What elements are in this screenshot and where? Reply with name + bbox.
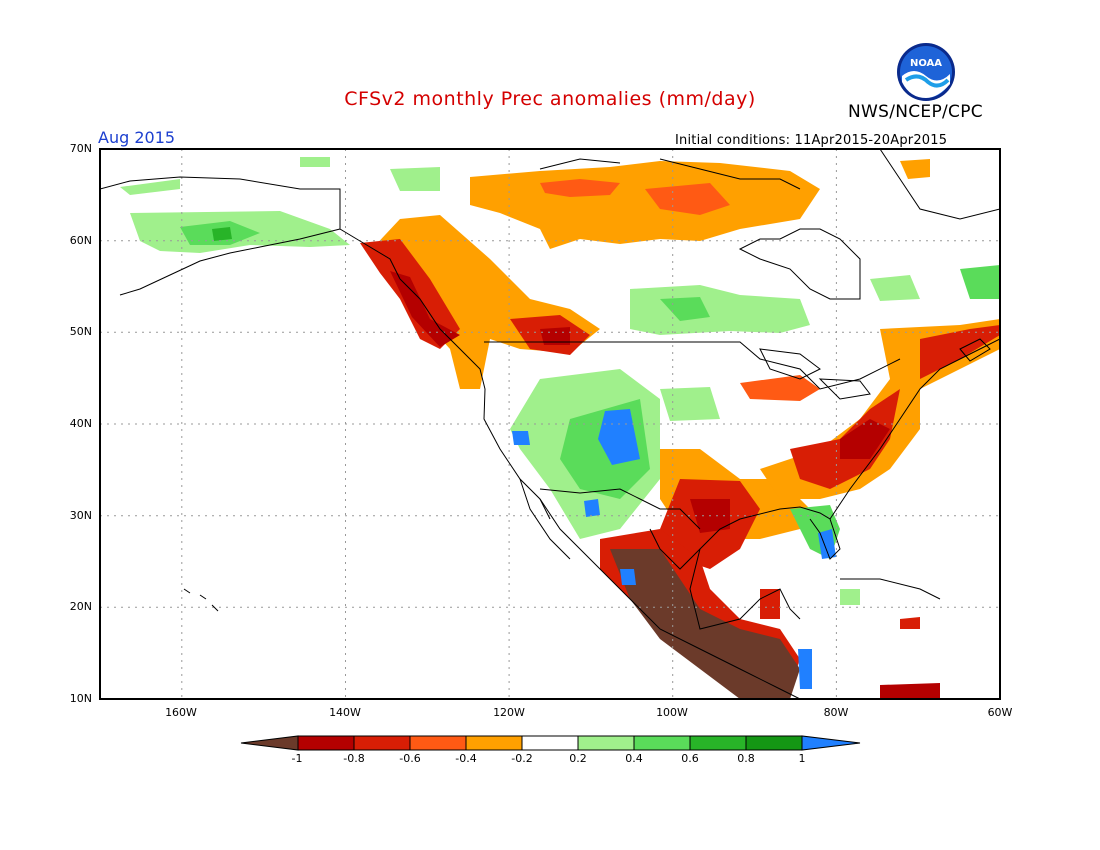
anomaly-patch (840, 589, 860, 605)
logo-text: NOAA (910, 58, 942, 69)
anomaly-patch (540, 179, 620, 197)
anomaly-patch (120, 179, 180, 195)
anomaly-patch (212, 227, 232, 241)
noaa-logo: NOAA (897, 43, 955, 101)
colorbar-label: -1 (291, 752, 303, 765)
colorbar-label: -0.8 (343, 752, 365, 765)
colorbar-label: 0.8 (737, 752, 755, 765)
anomaly-patch (610, 549, 800, 699)
colorbar (240, 735, 861, 751)
colorbar-swatch (745, 735, 803, 751)
colorbar-swatch (353, 735, 411, 751)
colorbar-swatch (577, 735, 635, 751)
colorbar-swatch (633, 735, 691, 751)
colorbar-swatch (689, 735, 747, 751)
colorbar-label: -0.2 (511, 752, 533, 765)
anomaly-patch (620, 569, 636, 585)
lon-label: 140W (329, 706, 361, 719)
colorbar-label: 0.6 (681, 752, 699, 765)
anomaly-patch (880, 683, 940, 699)
lat-label: 70N (69, 142, 92, 155)
precip-anomaly-map (99, 148, 1001, 700)
anomaly-patch (390, 167, 440, 191)
agency-label: NWS/NCEP/CPC (848, 102, 983, 122)
lon-label: 80W (823, 706, 849, 719)
lon-label: 120W (493, 706, 525, 719)
lon-label: 100W (656, 706, 688, 719)
anomaly-shading (120, 157, 1000, 699)
lat-label: 30N (69, 509, 92, 522)
colorbar-label: -0.6 (399, 752, 421, 765)
colorbar-label: 1 (798, 752, 806, 765)
colorbar-label: 0.4 (625, 752, 643, 765)
lon-label: 60W (987, 706, 1013, 719)
anomaly-patch (960, 265, 1000, 299)
anomaly-patch (645, 183, 730, 215)
lon-label: 160W (165, 706, 197, 719)
colorbar-swatch (521, 735, 579, 751)
initial-conditions: Initial conditions: 11Apr2015-20Apr2015 (675, 133, 948, 148)
anomaly-patch (390, 271, 460, 347)
colorbar-arrow-high (801, 735, 861, 751)
coastlines (100, 149, 1000, 699)
anomaly-patch (512, 431, 530, 445)
colorbar-arrow-low (240, 735, 299, 751)
colorbar-label: -0.4 (455, 752, 477, 765)
anomaly-patch (870, 275, 920, 301)
target-month: Aug 2015 (98, 128, 176, 147)
anomaly-patch (818, 529, 836, 559)
anomaly-patch (900, 617, 920, 629)
anomaly-patch (598, 409, 640, 465)
colorbar-swatch (409, 735, 467, 751)
colorbar-swatch (465, 735, 523, 751)
anomaly-patch (584, 499, 600, 517)
anomaly-patch (540, 327, 570, 345)
anomaly-patch (300, 157, 330, 167)
anomaly-patch (798, 649, 812, 689)
anomaly-patch (840, 419, 890, 459)
lat-label: 20N (69, 600, 92, 613)
lat-label: 10N (69, 692, 92, 705)
lat-label: 50N (69, 325, 92, 338)
anomaly-patch (740, 375, 820, 401)
chart-title: CFSv2 monthly Prec anomalies (mm/day) (344, 88, 756, 110)
colorbar-swatch (297, 735, 355, 751)
lat-label: 40N (69, 417, 92, 430)
anomaly-patch (660, 387, 720, 421)
lat-label: 60N (69, 234, 92, 247)
colorbar-label: 0.2 (569, 752, 587, 765)
anomaly-patch (630, 285, 810, 335)
graticule (100, 149, 1000, 699)
anomaly-patch (900, 159, 930, 179)
